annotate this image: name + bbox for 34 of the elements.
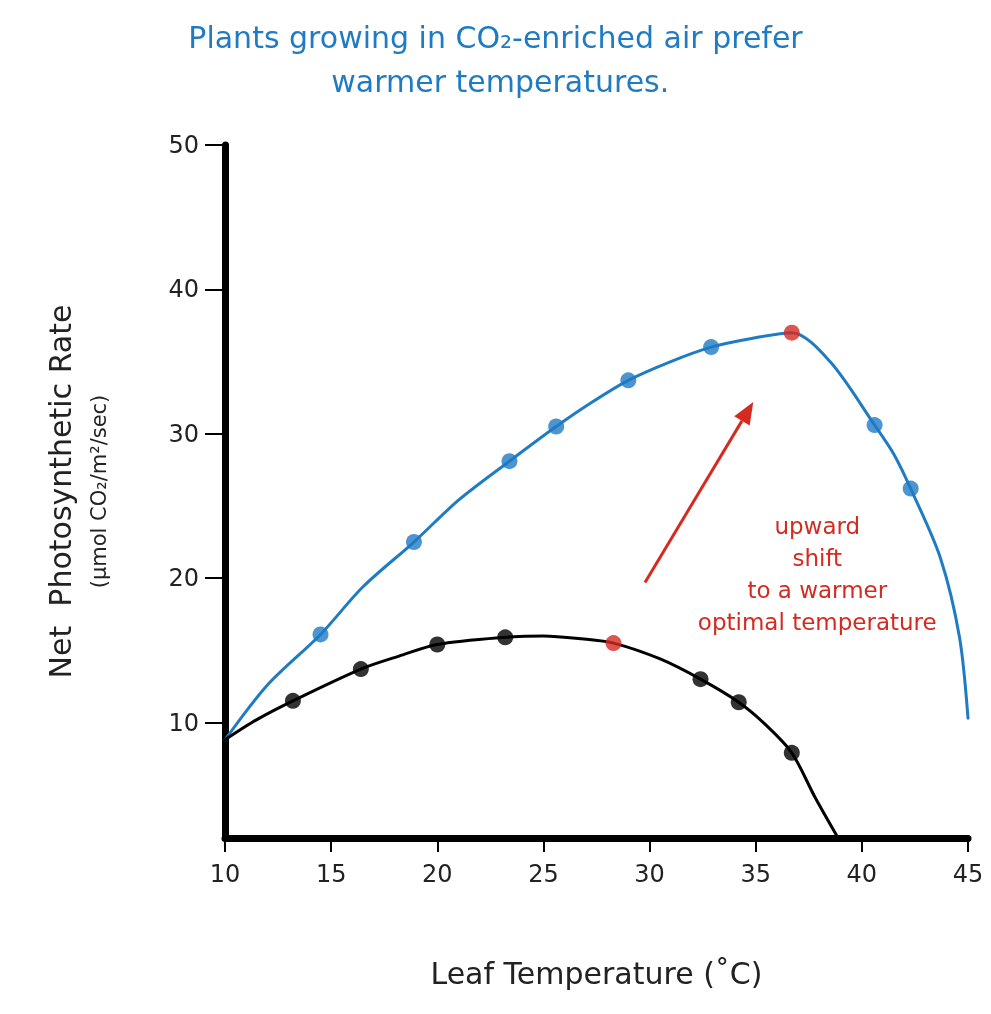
- y-tick-label: 40: [168, 275, 199, 304]
- point: [405, 534, 422, 551]
- chart-title: Plants growing in CO₂-enriched air prefer warmer temperatures.: [188, 19, 804, 99]
- point: [620, 372, 637, 389]
- point: [703, 339, 720, 356]
- point: [902, 480, 919, 497]
- point: [730, 694, 747, 711]
- point: [497, 629, 514, 646]
- x-tick-label: 35: [740, 860, 771, 888]
- point: [429, 636, 446, 653]
- y-tick-label: 10: [168, 708, 199, 737]
- y-tick-label: 20: [168, 564, 199, 593]
- x-tick-label: 30: [634, 860, 665, 888]
- y-axis-title: Net Photosynthetic Rate (μmol CO₂/m²/sec): [42, 304, 111, 679]
- x-tick-label: 25: [528, 860, 559, 888]
- y-tick-label: 30: [168, 419, 199, 448]
- x-tick-label: 40: [846, 860, 878, 888]
- point: [605, 635, 622, 652]
- x-tick-label: 15: [315, 860, 347, 888]
- y-tick-label: 50: [168, 131, 199, 159]
- point: [312, 626, 329, 643]
- point: [783, 744, 800, 761]
- x-tick-label: 20: [422, 860, 453, 888]
- x-tick-label: 45: [952, 860, 984, 888]
- point: [783, 324, 800, 341]
- x-tick-label: 10: [209, 860, 241, 888]
- annotation: upward shift to a warmer optimal temperature: [697, 512, 937, 635]
- point: [866, 417, 883, 434]
- point: [352, 661, 369, 678]
- point: [548, 418, 565, 435]
- x-axis-title: Leaf Temperature (˚C): [430, 955, 763, 991]
- point: [284, 692, 301, 709]
- point: [692, 671, 709, 688]
- point: [501, 453, 518, 470]
